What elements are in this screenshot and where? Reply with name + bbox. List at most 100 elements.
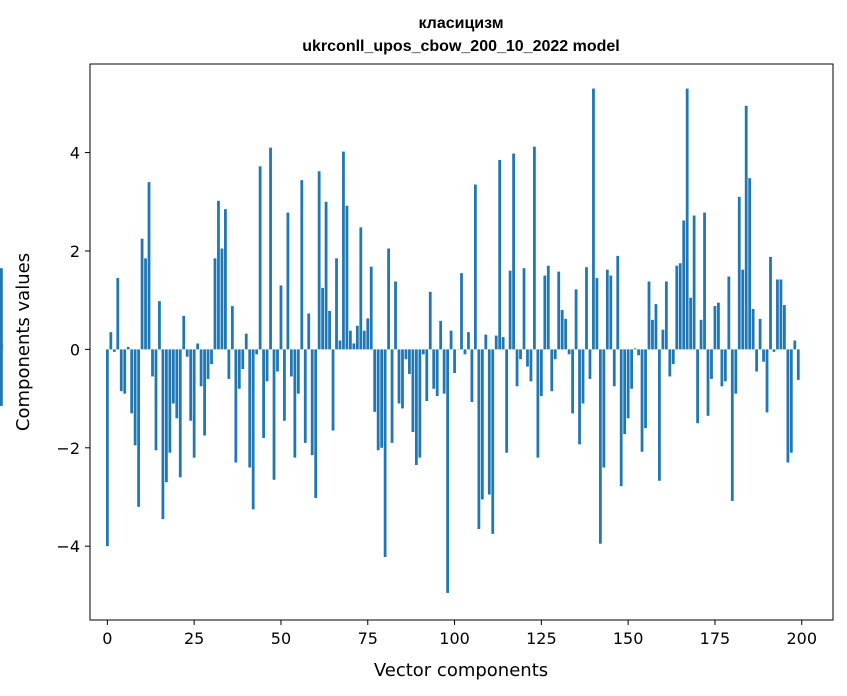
bar (355, 325, 359, 350)
bar (668, 349, 672, 377)
bar (199, 349, 203, 387)
bar (345, 205, 349, 350)
bar (380, 349, 384, 448)
bar (321, 287, 325, 350)
bar (717, 302, 720, 350)
bar (418, 349, 422, 458)
bar (467, 332, 470, 350)
bar (182, 315, 186, 350)
bar (710, 349, 713, 379)
bar (387, 248, 390, 350)
bar (442, 349, 446, 394)
bar (546, 265, 550, 350)
bar (744, 105, 748, 350)
bar (658, 349, 661, 481)
bar (730, 349, 734, 501)
bar (522, 268, 526, 350)
bar (234, 349, 238, 463)
bar (626, 349, 630, 419)
bar (474, 184, 477, 350)
bar (536, 349, 540, 458)
x-tick-label: 0 (102, 629, 112, 648)
bar (178, 349, 182, 478)
bar (588, 349, 592, 379)
bar (560, 310, 564, 350)
bar (796, 349, 800, 380)
bar (366, 318, 370, 350)
bar (609, 275, 613, 350)
bar (324, 201, 328, 350)
bar (696, 349, 699, 424)
bar (168, 349, 172, 453)
bar (453, 349, 456, 373)
x-tick-label: 50 (271, 629, 291, 648)
bar (401, 349, 404, 409)
bar (408, 349, 411, 374)
bar (685, 88, 689, 350)
bar (675, 265, 679, 350)
bar (432, 349, 436, 389)
bar (293, 349, 297, 458)
bar (703, 212, 706, 350)
bar (105, 349, 109, 547)
bar (317, 171, 321, 350)
bar (428, 291, 432, 350)
bar (151, 349, 154, 377)
bar (515, 349, 519, 387)
x-axis: 0 25 50 75 100 125 150 175 200 (102, 620, 817, 648)
bar (376, 349, 380, 451)
bar (664, 281, 668, 350)
bar (755, 349, 759, 372)
bar (585, 267, 588, 350)
bar (529, 349, 533, 382)
bar (470, 349, 474, 403)
bar (723, 349, 727, 382)
bar (307, 313, 311, 350)
bar (175, 349, 179, 419)
bar (189, 349, 193, 421)
bar (237, 349, 241, 389)
bar (289, 349, 293, 377)
bar (383, 349, 387, 558)
y-tick-label: 2 (70, 242, 80, 261)
bar (623, 349, 627, 435)
bar (748, 178, 752, 350)
bar (772, 349, 776, 352)
bar (661, 329, 665, 350)
bar (633, 348, 637, 350)
bar (501, 337, 505, 350)
bar (734, 349, 738, 394)
bar (279, 285, 283, 350)
bar (553, 349, 557, 360)
bar (210, 349, 213, 365)
bar (338, 340, 342, 350)
bar (230, 306, 234, 350)
bar (262, 349, 265, 438)
bar (213, 258, 217, 350)
bar (439, 320, 443, 350)
bar (727, 276, 731, 350)
bar (349, 330, 352, 350)
bar (776, 279, 779, 350)
bar (373, 349, 377, 412)
bar (574, 289, 578, 350)
y-axis: −4 −2 0 2 4 (56, 144, 90, 556)
bar (713, 306, 717, 350)
bar (543, 275, 547, 350)
bar (161, 349, 165, 520)
bar (786, 349, 790, 463)
bar (446, 349, 449, 593)
bar (137, 349, 140, 507)
bar (598, 349, 602, 544)
bar (203, 349, 206, 436)
bar (335, 258, 338, 350)
bar (394, 281, 397, 350)
bar (227, 349, 231, 379)
chart-subtitle: ukrconll_upos_cbow_200_10_2022 model (302, 38, 619, 55)
bar (654, 304, 658, 350)
bar (241, 349, 245, 370)
bar (411, 349, 415, 433)
bar-series (0, 88, 800, 593)
bar (505, 349, 509, 453)
bar (244, 333, 248, 350)
